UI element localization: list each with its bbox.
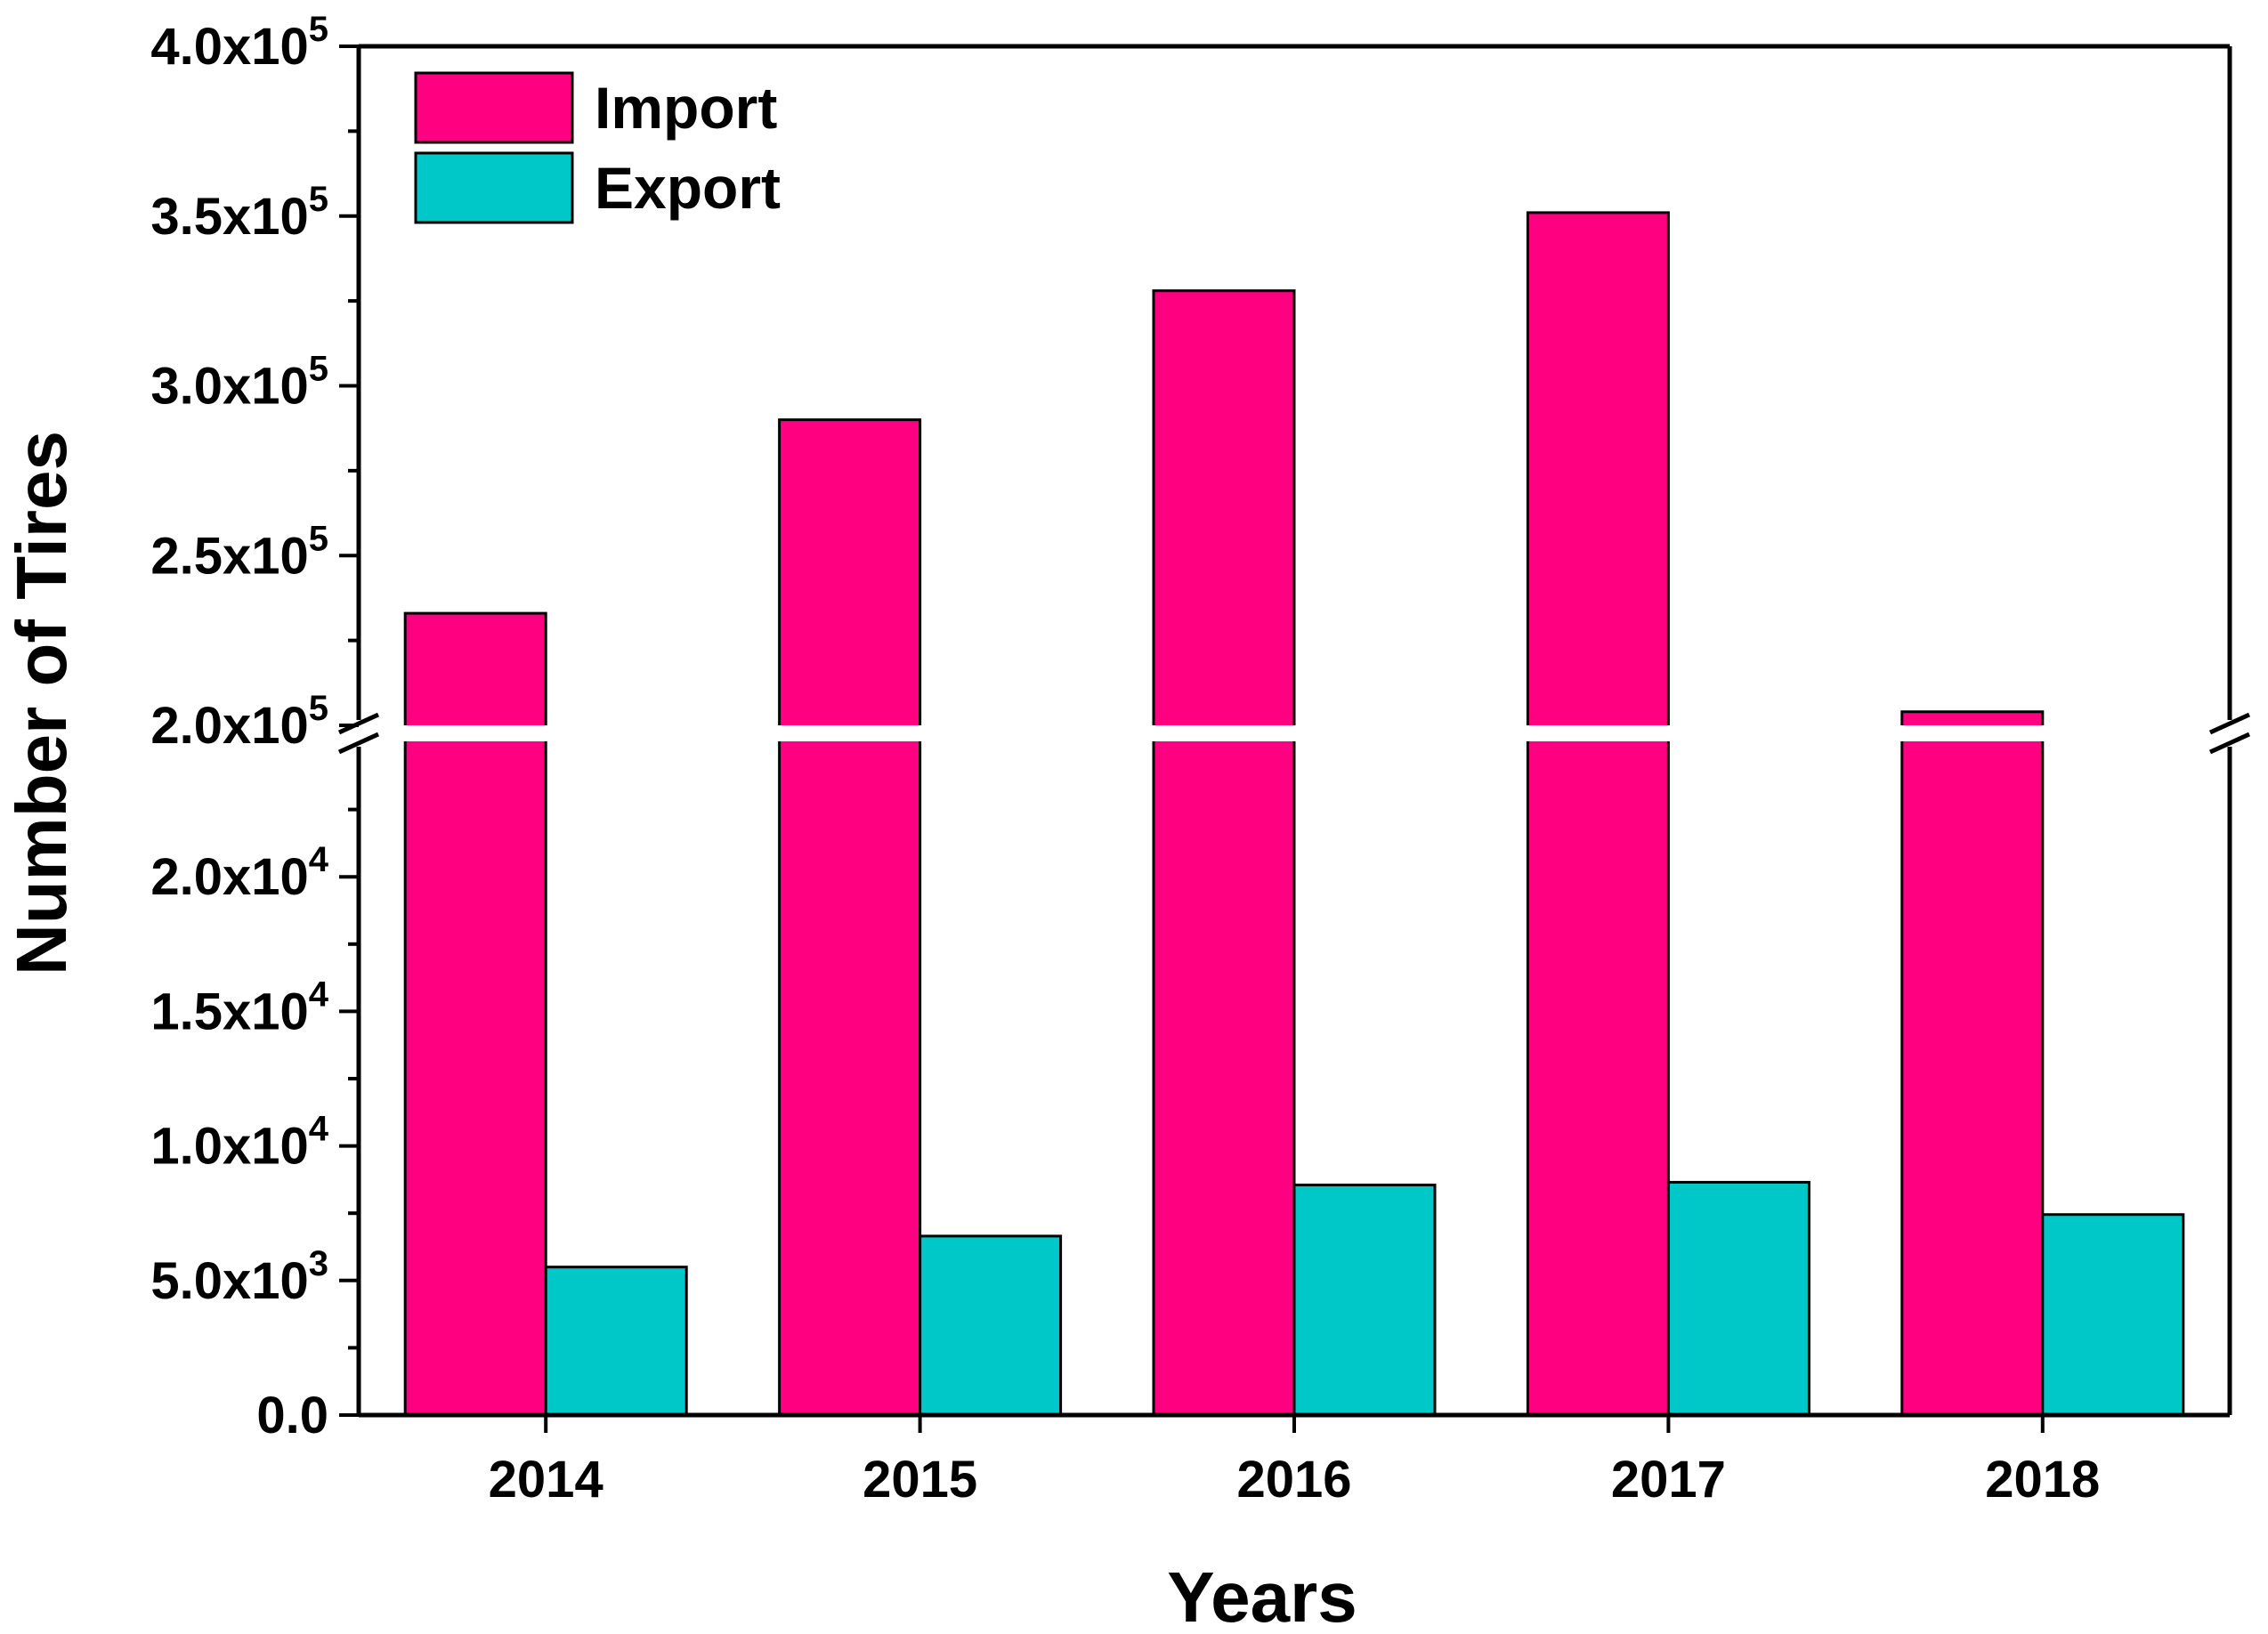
axis-break-layer: [341, 725, 2248, 741]
y-axis-break-mark-right-a: [2208, 712, 2251, 735]
x-tick-label-2016: 2016: [1236, 1451, 1351, 1509]
y-tick-label-350000: 3.5x105: [150, 180, 328, 246]
legend-swatch-export: [414, 151, 574, 224]
y-tick-label-5000: 5.0x103: [150, 1244, 328, 1310]
y-tick-label-250000: 2.5x105: [150, 519, 328, 585]
axes-layer: [337, 44, 2251, 1418]
x-tick-label-2015: 2015: [863, 1451, 977, 1509]
y-tick-label-20000: 2.0x104: [150, 840, 328, 906]
bar-export-2017: [1666, 1180, 1810, 1417]
bar-export-2016: [1292, 1183, 1437, 1417]
legend-swatch-import: [414, 71, 574, 144]
legend-label-import: Import: [595, 75, 777, 141]
y-tick-label-15000: 1.5x104: [150, 975, 328, 1040]
x-tick-label-2014: 2014: [489, 1451, 603, 1509]
y-tick-label-10000: 1.0x104: [150, 1110, 328, 1176]
bar-import-2016: [1152, 289, 1296, 1417]
legend-label-export: Export: [595, 155, 781, 221]
y-axis-break-mark-right-b: [2208, 732, 2251, 755]
legend: Import Export: [414, 71, 781, 224]
bar-import-2014: [403, 611, 547, 1417]
bar-export-2015: [919, 1234, 1063, 1417]
y-tick-label-200000: 2.0x105: [150, 689, 328, 755]
x-tick-label-2018: 2018: [1985, 1451, 2100, 1509]
bar-export-2018: [2041, 1213, 2185, 1417]
bars-layer: [403, 211, 2185, 1417]
y-axis-break-mark-left-b: [337, 732, 380, 755]
bar-import-2018: [1900, 710, 2045, 1417]
y-axis-title: Number of Tires: [2, 431, 81, 975]
ticks-layer: 2014 2015 2016 2017 2018 0.0 5.0x103 1.0x104 1.5…: [150, 10, 2100, 1509]
x-axis-title: Years: [1167, 1557, 1357, 1634]
y-tick-label-400000: 4.0x105: [150, 10, 328, 76]
bar-export-2014: [544, 1266, 688, 1417]
bar-import-2015: [778, 418, 922, 1417]
bar-import-2017: [1526, 211, 1670, 1417]
axis-break-gap: [341, 725, 2248, 741]
y-tick-label-0: 0.0: [256, 1387, 328, 1444]
y-tick-label-300000: 3.0x105: [150, 350, 328, 416]
x-tick-label-2017: 2017: [1611, 1451, 1726, 1509]
